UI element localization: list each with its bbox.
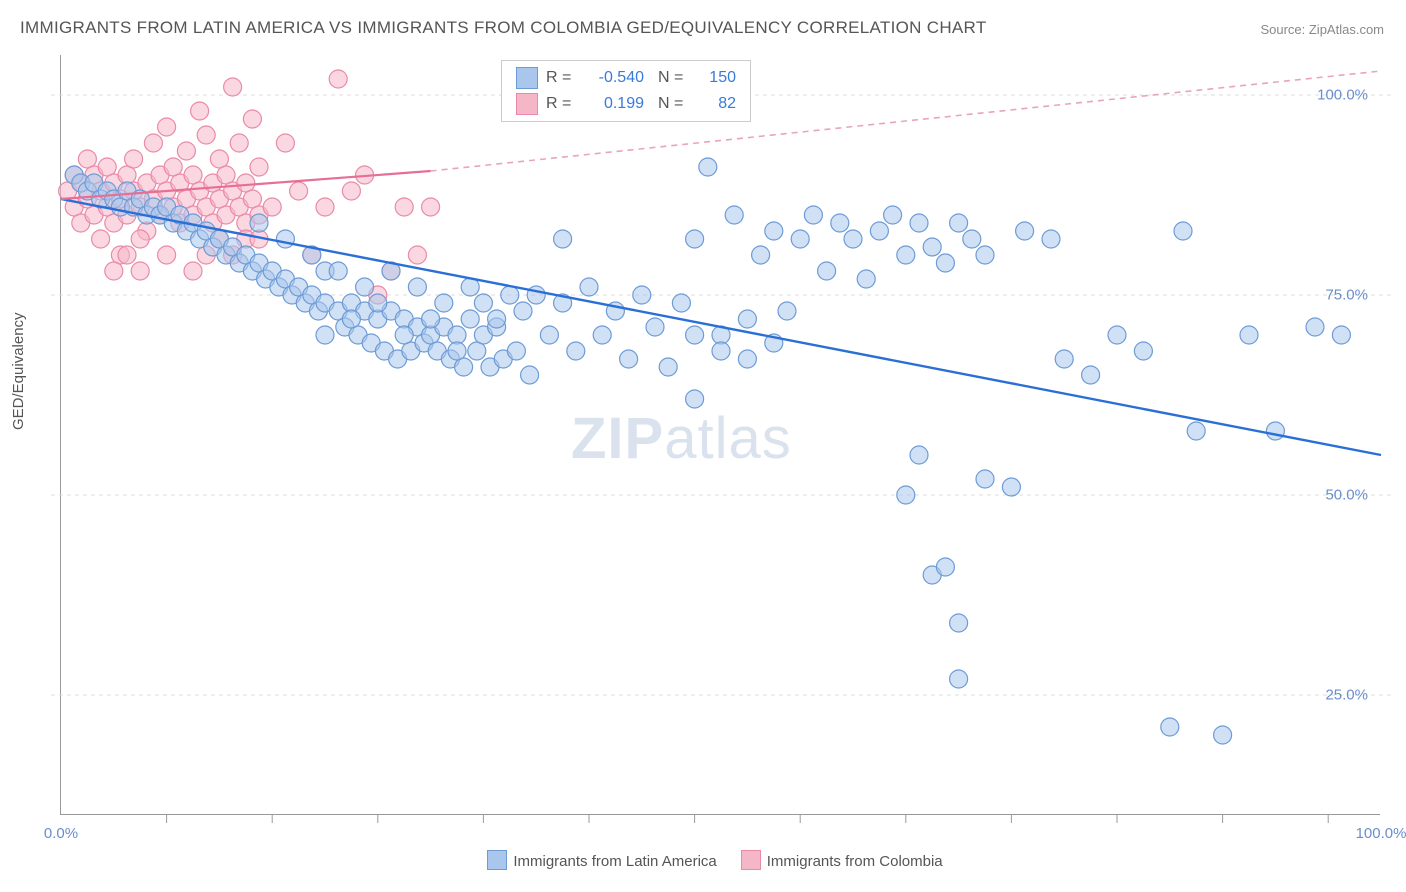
legend-r-label: R =	[546, 69, 576, 87]
legend-n-value: 150	[696, 69, 736, 87]
legend-n-label: N =	[658, 95, 688, 113]
legend-r-label: R =	[546, 95, 576, 113]
y-axis-label: GED/Equivalency	[10, 312, 27, 430]
legend-r-value: -0.540	[584, 69, 644, 87]
chart-title: IMMIGRANTS FROM LATIN AMERICA VS IMMIGRA…	[20, 18, 987, 38]
plot-svg	[61, 55, 1381, 815]
legend-row: R = -0.540 N = 150	[502, 65, 750, 91]
x-tick-label: 0.0%	[44, 825, 78, 842]
correlation-legend: R = -0.540 N = 150 R = 0.199 N = 82	[501, 60, 751, 122]
series-swatch	[487, 850, 507, 870]
series-label: Immigrants from Colombia	[767, 853, 943, 870]
legend-n-value: 82	[696, 95, 736, 113]
series-label: Immigrants from Latin America	[513, 853, 716, 870]
y-tick-label: 75.0%	[1325, 287, 1368, 304]
y-tick-label: 100.0%	[1317, 87, 1368, 104]
legend-swatch	[516, 93, 538, 115]
y-tick-label: 25.0%	[1325, 687, 1368, 704]
x-tick-label: 100.0%	[1356, 825, 1406, 842]
series-legend: Immigrants from Latin America Immigrants …	[0, 850, 1406, 870]
plot-area: ZIPatlas R =-0.540N =150R =0.199N =82 25…	[60, 55, 1380, 815]
y-tick-label: 50.0%	[1325, 487, 1368, 504]
chart-source: Source: ZipAtlas.com	[1260, 22, 1384, 37]
legend-swatch	[516, 67, 538, 89]
legend-n-label: N =	[658, 69, 688, 87]
legend-row: R = 0.199 N = 82	[502, 91, 750, 117]
series-swatch	[741, 850, 761, 870]
legend-r-value: 0.199	[584, 95, 644, 113]
